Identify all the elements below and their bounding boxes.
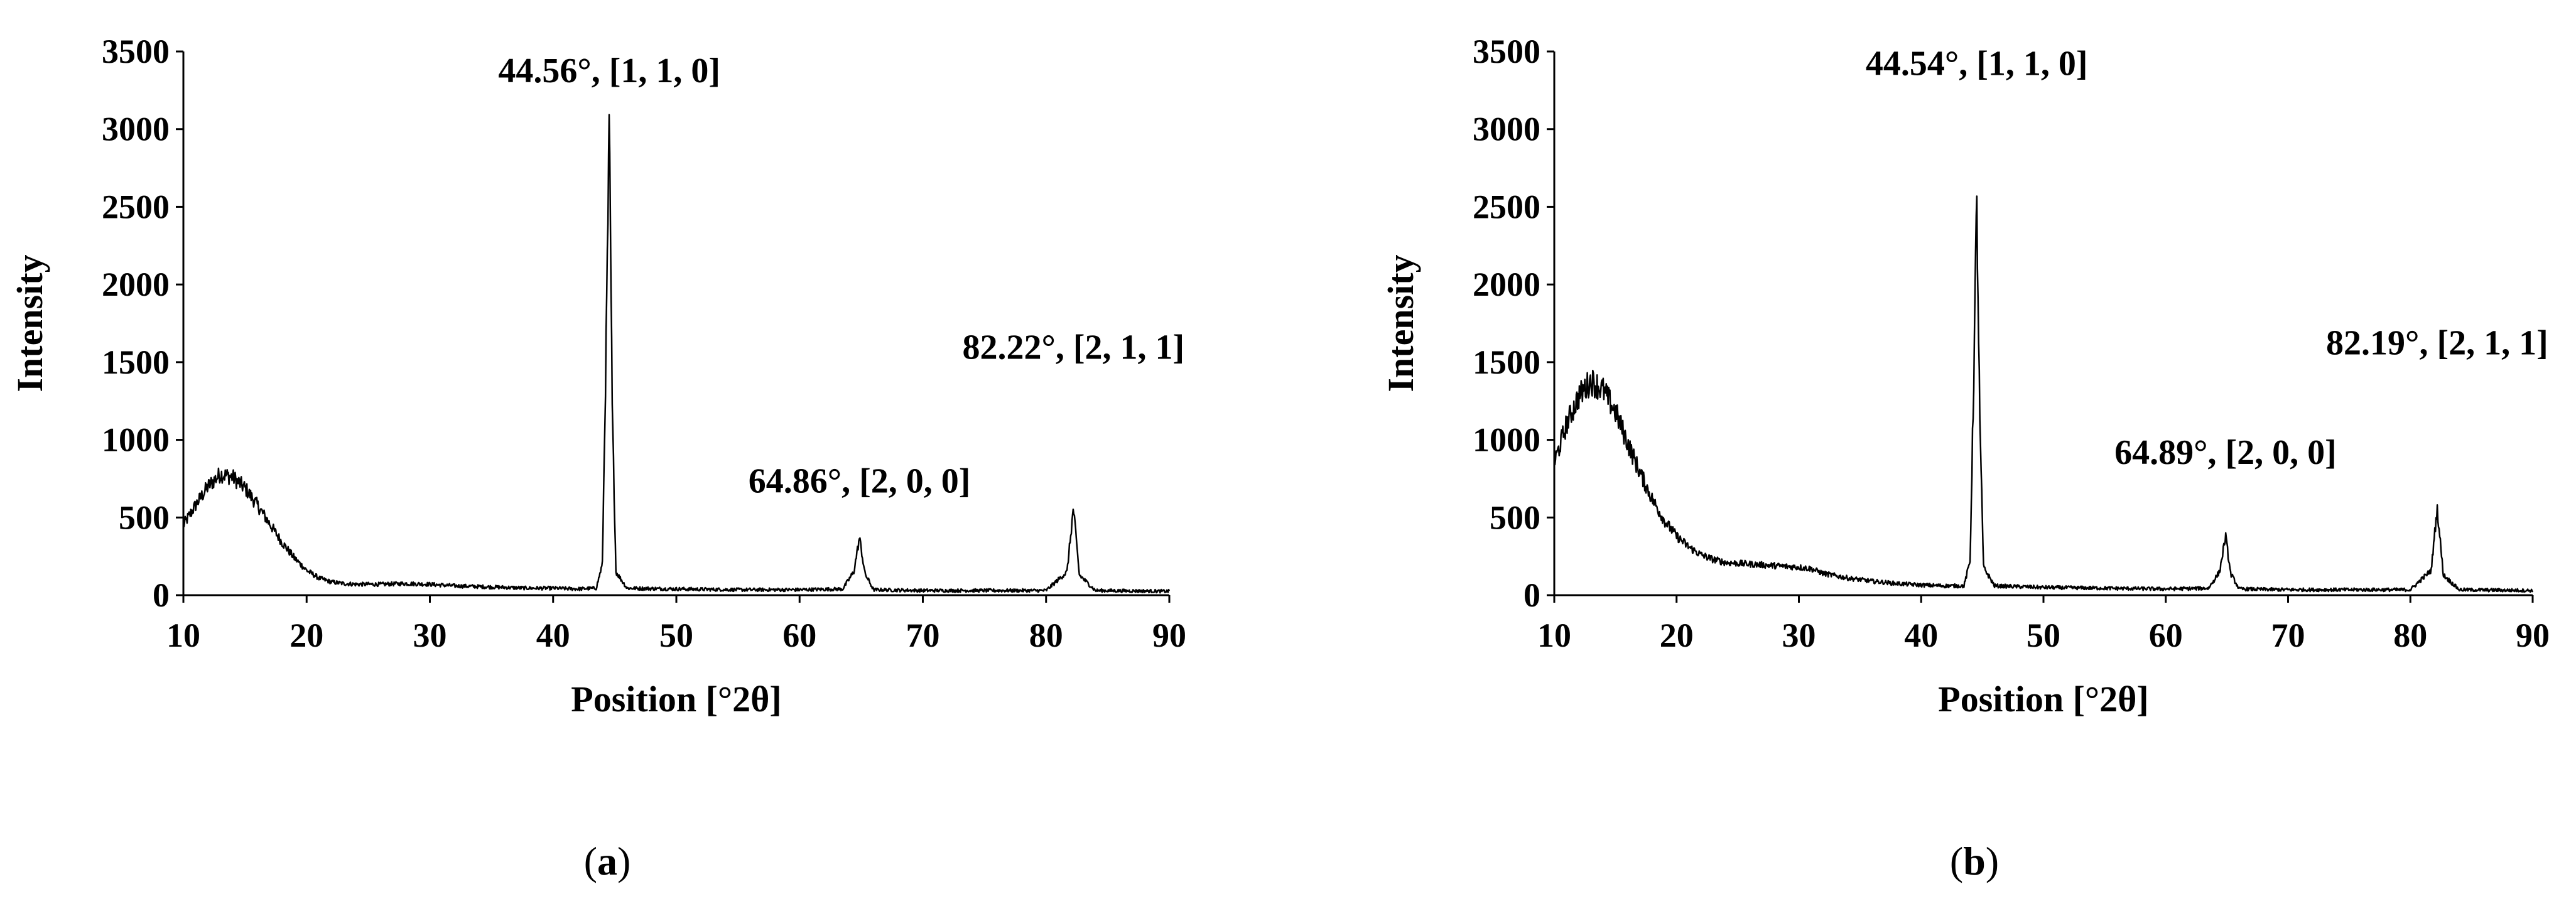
x-tick-label: 50 <box>659 617 693 654</box>
y-tick-label: 0 <box>153 576 170 614</box>
chart-panel-b: 0 500 1000 1500 2000 2500 3000 3500 10 20 30 40 50 60… <box>1288 0 2576 916</box>
y-tick-label: 3500 <box>102 33 170 70</box>
x-tick-label: 80 <box>2393 617 2427 654</box>
x-tick-label: 10 <box>166 617 200 654</box>
x-tick-label: 70 <box>2271 617 2305 654</box>
peak-annotation: 82.22°, [2, 1, 1] <box>962 328 1184 367</box>
x-tick-label: 40 <box>536 617 570 654</box>
x-axis-title: Position [°2θ] <box>1938 679 2148 719</box>
xrd-chart-b: 0 500 1000 1500 2000 2500 3000 3500 10 20 30 40 50 60… <box>1380 33 2550 883</box>
chart-panel-a: 0 500 1000 1500 2000 2500 3000 3500 10 20 30 40 50 60… <box>9 33 1186 883</box>
x-tick-label: 60 <box>782 617 816 654</box>
x-tick-label: 60 <box>2149 617 2183 654</box>
y-tick-label: 500 <box>119 498 170 536</box>
y-tick-label: 2000 <box>102 266 170 303</box>
y-tick-label: 2500 <box>1473 188 1540 225</box>
panel-label: (a) <box>584 839 631 883</box>
y-tick-label: 3500 <box>1473 33 1540 70</box>
y-tick-label: 1500 <box>102 343 170 381</box>
x-tick-label: 10 <box>1537 617 1571 654</box>
x-tick-label: 20 <box>290 617 323 654</box>
y-tick-label: 2000 <box>1473 266 1540 303</box>
y-tick-label: 3000 <box>1473 110 1540 148</box>
y-tick-label: 1000 <box>102 421 170 459</box>
x-tick-label: 40 <box>1904 617 1938 654</box>
x-tick-label: 70 <box>906 617 940 654</box>
x-axis-title: Position [°2θ] <box>571 679 781 719</box>
y-axis-title: Intensity <box>1380 254 1421 392</box>
y-tick-label: 1000 <box>1473 421 1540 459</box>
peak-annotation: 82.19°, [2, 1, 1] <box>2326 323 2548 362</box>
x-tick-label: 50 <box>2027 617 2060 654</box>
x-tick-label: 30 <box>1782 617 1816 654</box>
xrd-chart-a: 0 500 1000 1500 2000 2500 3000 3500 10 20 30 40 50 60… <box>9 33 1186 883</box>
y-tick-label: 500 <box>1490 498 1540 536</box>
xrd-trace <box>1553 195 2534 593</box>
xrd-trace <box>182 114 1171 594</box>
peak-annotation: 64.89°, [2, 0, 0] <box>2114 433 2337 472</box>
peak-annotation: 64.86°, [2, 0, 0] <box>749 461 971 500</box>
x-tick-label: 90 <box>1152 617 1186 654</box>
x-tick-label: 20 <box>1660 617 1694 654</box>
panel-label: (b) <box>1950 839 1999 883</box>
x-tick-label: 30 <box>413 617 447 654</box>
y-tick-label: 2500 <box>102 188 170 225</box>
y-tick-label: 0 <box>1523 576 1540 614</box>
y-tick-label: 1500 <box>1473 343 1540 381</box>
y-axis-title: Intensity <box>9 254 50 392</box>
peak-annotation: 44.54°, [1, 1, 0] <box>1866 45 2088 84</box>
y-tick-label: 3000 <box>102 110 170 148</box>
peak-annotation: 44.56°, [1, 1, 0] <box>498 51 720 90</box>
x-tick-label: 90 <box>2516 617 2550 654</box>
x-tick-label: 80 <box>1029 617 1063 654</box>
